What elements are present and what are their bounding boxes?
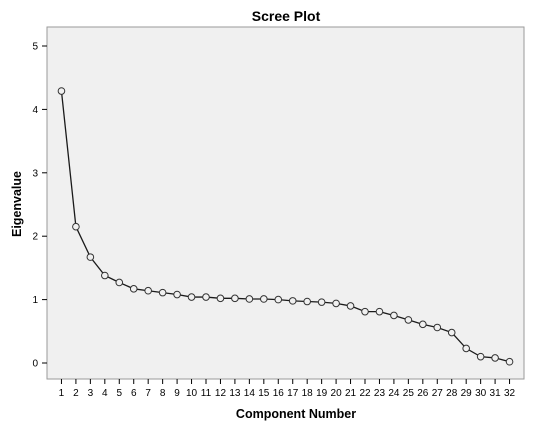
data-point <box>260 295 268 303</box>
plot-area <box>46 26 525 380</box>
data-point <box>419 320 427 329</box>
data-point <box>187 293 196 301</box>
x-tick-label: 16 <box>273 388 285 399</box>
chart-title: Scree Plot <box>252 8 321 24</box>
data-point <box>216 294 225 303</box>
data-point <box>86 253 95 261</box>
x-axis-title: Component Number <box>236 407 356 421</box>
x-tick-label: 17 <box>287 388 299 399</box>
x-tick-label: 20 <box>331 388 343 399</box>
x-tick-label: 9 <box>174 388 180 399</box>
data-point <box>57 87 66 95</box>
data-point <box>202 293 210 301</box>
x-tick-label: 6 <box>131 388 137 399</box>
x-tick-label: 10 <box>186 388 198 399</box>
x-tick-label: 13 <box>229 388 241 399</box>
x-tick-label: 26 <box>417 388 429 399</box>
x-tick-label: 25 <box>403 388 415 399</box>
data-point <box>390 311 398 320</box>
x-tick-label: 27 <box>432 388 444 399</box>
x-tick-label: 8 <box>160 388 166 399</box>
y-axis-title: Eigenvalue <box>10 171 24 237</box>
x-tick-label: 15 <box>258 388 270 399</box>
data-point <box>332 299 340 308</box>
data-point <box>433 323 442 332</box>
y-tick-label: 0 <box>32 359 38 370</box>
x-tick-label: 31 <box>490 388 502 399</box>
data-point <box>129 285 138 293</box>
x-tick-label: 11 <box>201 388 212 399</box>
x-tick-label: 22 <box>359 388 371 399</box>
y-tick-label: 2 <box>32 232 38 243</box>
x-tick-label: 4 <box>102 388 108 399</box>
y-tick-label: 4 <box>32 105 38 116</box>
y-tick-label: 3 <box>32 168 38 179</box>
data-point <box>491 354 499 362</box>
data-point <box>361 307 369 316</box>
data-point <box>462 344 470 353</box>
data-point <box>101 271 109 280</box>
x-tick-label: 32 <box>504 388 516 399</box>
y-tick-label: 1 <box>32 295 38 306</box>
x-tick-label: 3 <box>88 388 94 399</box>
data-point <box>346 302 355 310</box>
x-tick-label: 23 <box>374 388 386 399</box>
x-tick-label: 18 <box>302 388 314 399</box>
data-point <box>231 294 239 303</box>
x-tick-label: 12 <box>215 388 227 399</box>
x-tick-label: 7 <box>145 388 151 399</box>
x-tick-label: 29 <box>461 388 473 399</box>
x-tick-label: 14 <box>244 388 256 399</box>
data-point <box>72 222 80 231</box>
x-tick-label: 19 <box>316 388 328 399</box>
data-point <box>173 290 181 299</box>
data-point <box>476 352 485 361</box>
x-tick-label: 24 <box>388 388 400 399</box>
data-point <box>115 278 124 287</box>
x-tick-label: 30 <box>475 388 487 399</box>
x-tick-label: 5 <box>116 388 122 399</box>
y-tick-label: 5 <box>32 42 38 53</box>
data-point <box>274 295 283 304</box>
data-point <box>245 295 254 303</box>
x-tick-label: 28 <box>446 388 458 399</box>
data-point <box>317 298 326 306</box>
x-tick-label: 2 <box>73 388 79 399</box>
data-point <box>375 307 384 316</box>
data-point <box>288 297 297 305</box>
x-tick-label: 21 <box>345 388 357 399</box>
data-point <box>447 328 456 337</box>
data-point <box>404 316 413 324</box>
data-point <box>158 288 167 297</box>
x-tick-label: 1 <box>59 388 65 399</box>
data-point <box>303 297 311 306</box>
data-point <box>144 286 152 295</box>
data-point <box>505 357 514 366</box>
